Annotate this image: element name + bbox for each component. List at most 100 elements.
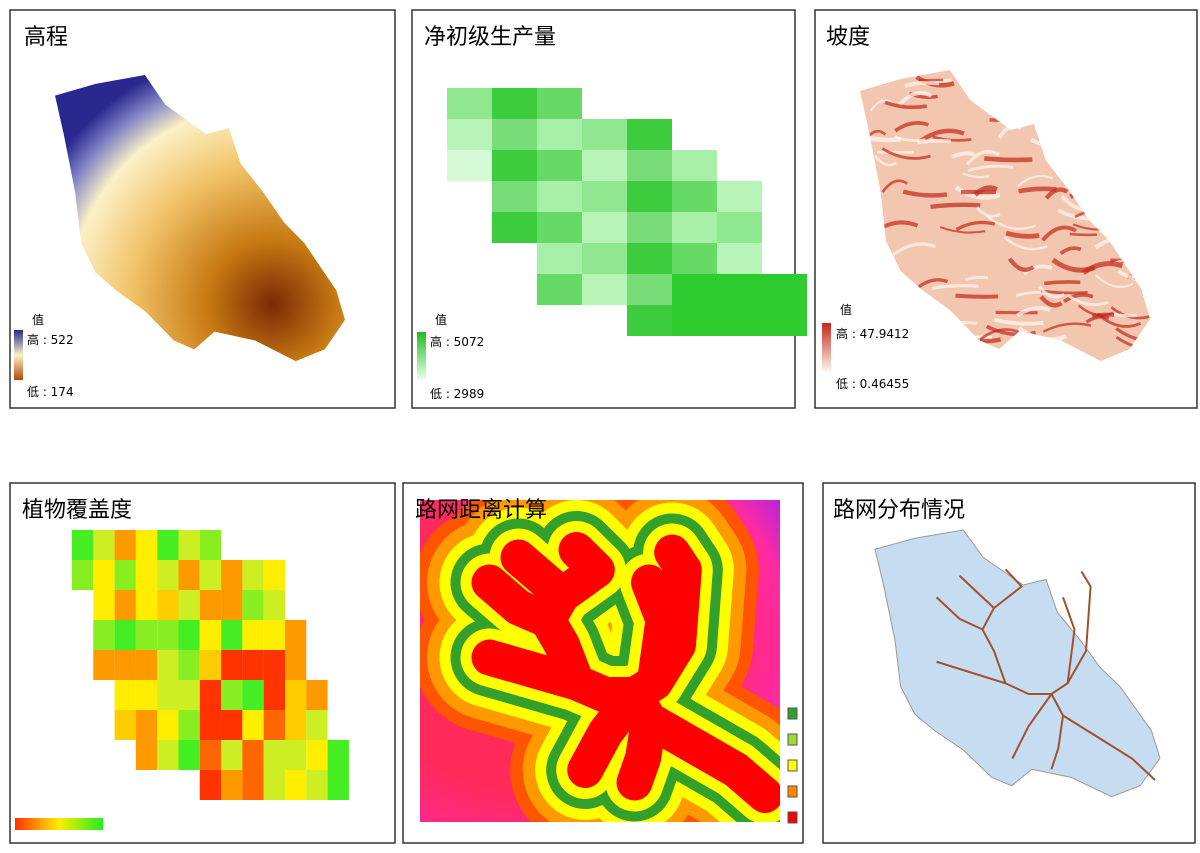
vegetation-cell [263,650,285,680]
legend-ramp [822,323,831,371]
npp-cell [762,274,807,305]
vegetation-cell [93,620,115,650]
npp-cell [672,150,717,181]
slope-streak [894,121,929,133]
vegetation-cell [199,620,222,650]
npp-cell [537,150,582,181]
npp-cell [672,274,717,305]
slope-streak [1007,257,1035,272]
vegetation-cell [221,770,243,800]
slope-streak [1017,174,1054,187]
vegetation-cell [263,680,285,710]
slope-streak [904,80,940,88]
vegetation-cell [93,560,115,590]
vegetation-cell [135,680,158,710]
vegetation-cell [199,530,222,560]
vegetation-cell [221,590,243,620]
vegetation-cell [72,560,94,590]
npp-cell [492,212,537,243]
slope-streak [1041,225,1077,242]
vegetation-cell [306,740,328,770]
slope-streak [931,283,979,290]
npp-cell [672,305,717,336]
vegetation-cell [178,740,200,770]
npp-cell [492,181,537,212]
vegetation-cell [263,620,285,650]
vegetation-cell [285,680,307,710]
npp-cell [627,305,672,336]
npp-cell [627,119,672,150]
legend-low: 低 : 0.46455 [836,377,909,391]
npp-cell [717,212,762,243]
vegetation-cell [221,560,243,590]
npp-cell [537,88,582,119]
distance-bands [420,500,780,822]
npp-cell [627,181,672,212]
slope-streak [917,278,949,289]
npp-cell [717,181,762,212]
slope-streak [902,189,948,198]
slope-streak [955,293,999,299]
slope-streak [1085,315,1110,324]
slope-streak [930,202,981,210]
legend-ramp [15,818,103,830]
vegetation-cell [178,530,200,560]
npp-cell [627,243,672,274]
vegetation-cell [157,530,179,560]
legend-heading: 值 [32,312,44,327]
npp-cell [717,243,762,274]
vegetation-cell [263,590,285,620]
panel-title: 高程 [24,25,68,50]
vegetation-cell [93,590,115,620]
slope-streak [869,99,894,112]
vegetation-cell [135,740,158,770]
vegetation-cell [327,770,349,800]
vegetation-cell [135,530,158,560]
vegetation-cell [306,680,328,710]
panel-title: 坡度 [826,25,870,50]
vegetation-cell [178,620,200,650]
npp-cell [492,150,537,181]
slope-streak [1091,312,1115,319]
slope-streak [1043,280,1081,286]
legend-swatch [787,733,798,746]
vegetation-cell [285,620,307,650]
legend-low: 低 : 174 [27,385,74,399]
vegetation-cell [242,560,264,590]
vegetation-cell [135,620,158,650]
vegetation-cell [263,770,285,800]
slope-streak [1081,261,1124,275]
panel-title: 路网分布情况 [833,498,965,523]
npp-cell [717,274,762,305]
slope-streak [1044,187,1069,200]
slope-streak [1110,312,1138,318]
npp-cell [492,88,537,119]
npp-cell [537,243,582,274]
npp-cell [627,150,672,181]
slope-streak [965,150,1000,166]
legend-high: 高 : 5072 [430,334,484,349]
slope-streak [1059,246,1082,256]
vegetation-cell [199,650,222,680]
slope-streak [1022,264,1053,276]
vegetation-cell [178,710,200,740]
slope-streak [892,242,937,257]
vegetation-cell [199,560,222,590]
npp-cell [717,305,762,336]
legend-heading: 值 [840,302,852,317]
slope-streak [881,179,908,193]
vegetation-cell [242,710,264,740]
vegetation-cell [72,530,94,560]
npp-cell [627,212,672,243]
slope-streak [1042,322,1092,333]
legend-swatch [787,811,798,824]
npp-cell [582,243,627,274]
elevation-map [55,75,345,362]
vegetation-cell [114,560,136,590]
slope-streak [917,138,951,145]
road [935,568,1156,781]
vegetation-cell [114,620,136,650]
npp-cell [672,181,717,212]
npp-cell [447,119,492,150]
slope-streak [1066,293,1109,307]
